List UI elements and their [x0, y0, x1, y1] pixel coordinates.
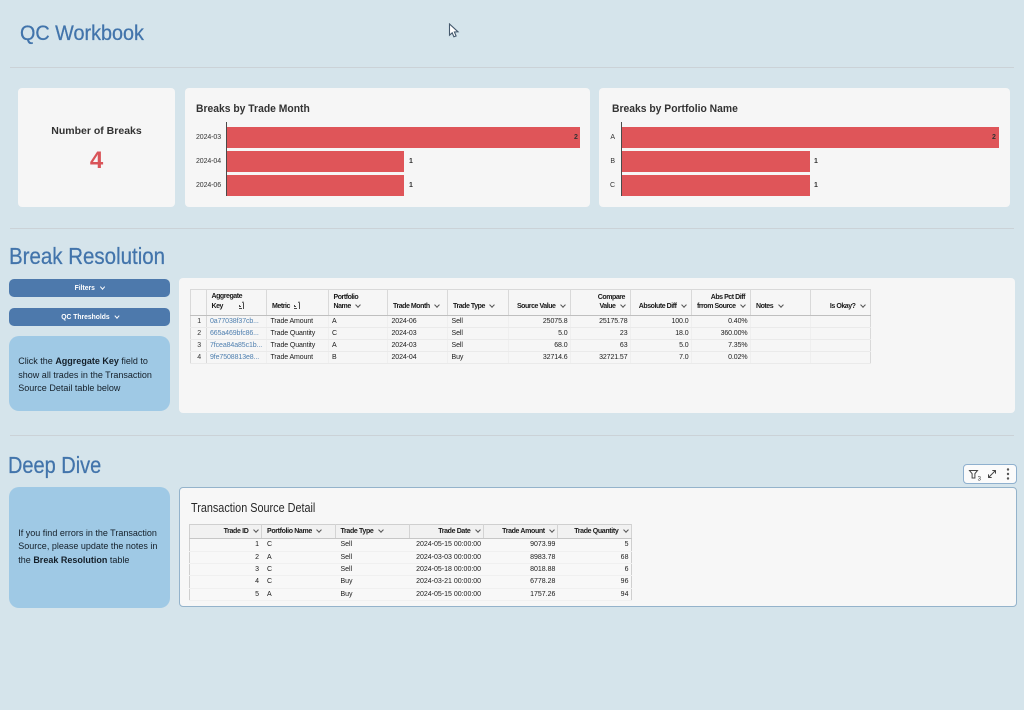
- svg-text:3: 3: [978, 476, 982, 482]
